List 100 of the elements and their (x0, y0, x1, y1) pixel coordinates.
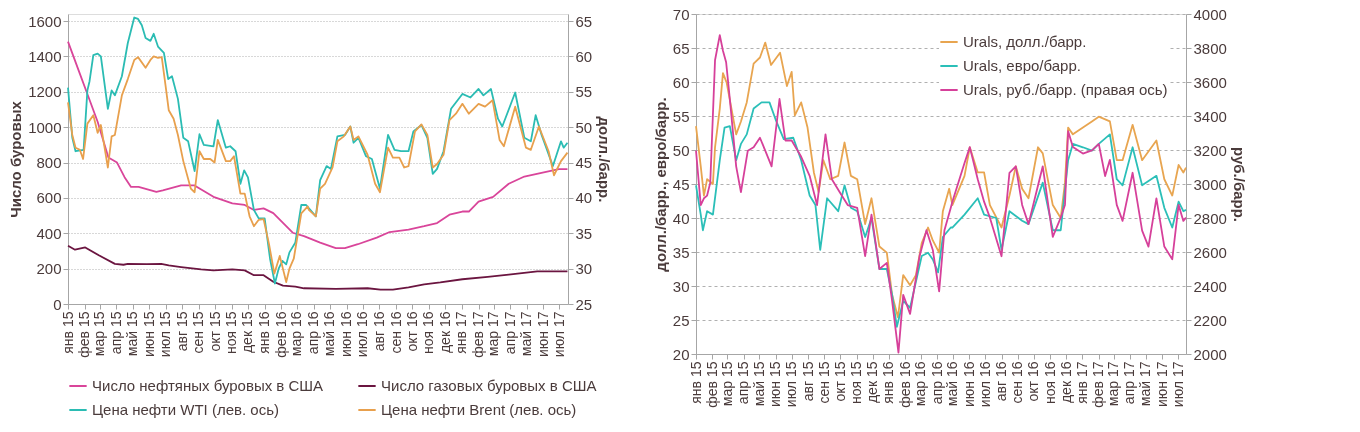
x-tick-label: апр 16 (305, 311, 322, 355)
x-tick-label: июл 17 (550, 311, 567, 358)
y2-tick-label: 60 (575, 47, 593, 65)
x-tick-label: янв 15 (687, 361, 704, 404)
x-tick-label: апр 17 (501, 311, 518, 355)
y-tick-label: 70 (672, 5, 690, 23)
y2-tick-label: 2200 (1193, 311, 1227, 329)
x-tick-label: ноя 15 (848, 361, 865, 405)
y-tick-label: 40 (672, 209, 690, 227)
x-tick-label: янв 15 (59, 311, 76, 354)
y2-axis-title: долл./барр. (596, 116, 614, 203)
legend-label: Urals, руб./барр. (правая ось) (963, 81, 1168, 98)
x-tick-label: ноя 16 (420, 311, 437, 355)
x-tick-label: май 17 (518, 311, 535, 357)
x-tick-label: апр 16 (928, 361, 945, 405)
x-tick-label: апр 15 (107, 311, 124, 355)
line-series (67, 244, 569, 291)
y-tick-label: 400 (36, 224, 62, 242)
y2-tick-label: 2800 (1193, 209, 1227, 227)
x-tick-label: фев 15 (76, 311, 93, 358)
x-tick-label: июн 17 (534, 311, 551, 358)
y2-tick-label: 50 (575, 118, 593, 136)
y-tick-label: 65 (672, 39, 690, 57)
y-tick-label: 1000 (28, 118, 62, 136)
x-tick-label: мар 17 (485, 311, 502, 357)
y-tick-label: 1400 (28, 47, 62, 65)
x-tick-label: фев 15 (703, 361, 720, 408)
x-tick-label: сен 16 (1009, 361, 1026, 404)
y2-tick-label: 3000 (1193, 175, 1227, 193)
x-tick-label: июл 15 (157, 311, 174, 358)
x-tick-label: мар 16 (912, 361, 929, 407)
x-tick-label: фев 16 (896, 361, 913, 408)
y-tick-label: 60 (672, 73, 690, 91)
x-tick-label: дек 16 (1057, 361, 1074, 404)
y-tick-label: 0 (53, 295, 62, 313)
x-tick-label: ноя 16 (1041, 361, 1058, 405)
x-tick-label: июл 17 (1169, 361, 1186, 408)
legend-label: Цена нефти Brent (лев. ось) (381, 401, 577, 418)
y-axis-title: Число буровых (7, 100, 25, 218)
x-tick-label: янв 16 (256, 311, 273, 354)
legend-label: Urals, долл./барр. (963, 33, 1087, 50)
x-tick-label: авг 16 (370, 311, 387, 352)
x-tick-label: сен 15 (190, 311, 207, 354)
x-tick-label: сен 16 (387, 311, 404, 354)
legend-label: Число нефтяных буровых в США (92, 377, 324, 394)
x-tick-label: май 15 (124, 311, 141, 357)
y2-tick-label: 2400 (1193, 277, 1227, 295)
y2-tick-label: 30 (575, 260, 593, 278)
x-tick-label: апр 17 (1121, 361, 1138, 405)
x-tick-label: июн 17 (1153, 361, 1170, 408)
y-tick-label: 20 (672, 345, 690, 363)
x-tick-label: фев 17 (470, 311, 487, 358)
x-tick-label: окт 16 (403, 311, 420, 352)
y-tick-label: 800 (36, 154, 62, 172)
x-tick-label: мар 15 (91, 311, 108, 357)
x-tick-label: июл 16 (354, 311, 371, 358)
y2-tick-label: 3400 (1193, 107, 1227, 125)
y-tick-label: 200 (36, 260, 62, 278)
y-tick-label: 50 (672, 141, 690, 159)
y-tick-label: 45 (672, 175, 690, 193)
x-tick-label: сен 15 (815, 361, 832, 404)
x-tick-label: май 16 (944, 361, 961, 407)
y2-tick-label: 4000 (1193, 5, 1227, 23)
y2-axis-title: руб./барр. (1230, 146, 1248, 223)
x-tick-label: фев 16 (272, 311, 289, 358)
x-tick-label: мар 17 (1105, 361, 1122, 407)
y2-tick-label: 55 (575, 83, 593, 101)
x-tick-label: дек 15 (239, 311, 256, 354)
x-tick-label: май 15 (750, 361, 767, 407)
x-tick-label: авг 15 (173, 311, 190, 352)
x-tick-label: дек 16 (436, 311, 453, 354)
line-series (695, 101, 1187, 328)
x-tick-label: май 17 (1137, 361, 1154, 407)
x-tick-label: янв 17 (453, 311, 470, 354)
y2-tick-label: 2600 (1193, 243, 1227, 261)
y-tick-label: 600 (36, 189, 62, 207)
x-tick-label: окт 16 (1025, 361, 1042, 402)
y2-tick-label: 65 (575, 12, 593, 30)
y2-tick-label: 2000 (1193, 345, 1227, 363)
legend-label: Число газовых буровых в США (381, 377, 597, 394)
y2-tick-label: 35 (575, 224, 593, 242)
y2-tick-label: 3800 (1193, 39, 1227, 57)
x-tick-label: авг 16 (993, 361, 1010, 402)
y-tick-label: 25 (672, 311, 690, 329)
y-axis-title: долл./барр., евро/барр. (651, 97, 669, 272)
legend-label: Цена нефти WTI (лев. ось) (92, 401, 279, 418)
line-series (67, 55, 569, 283)
x-tick-label: авг 15 (799, 361, 816, 402)
y2-tick-label: 40 (575, 189, 593, 207)
x-tick-label: июн 15 (140, 311, 157, 358)
x-tick-label: янв 17 (1073, 361, 1090, 404)
x-tick-label: янв 16 (880, 361, 897, 404)
line-series (67, 16, 569, 285)
x-tick-label: июл 15 (783, 361, 800, 408)
x-tick-label: апр 15 (735, 361, 752, 405)
x-tick-label: июн 16 (960, 361, 977, 408)
y2-tick-label: 3600 (1193, 73, 1227, 91)
y-tick-label: 30 (672, 277, 690, 295)
y2-tick-label: 3200 (1193, 141, 1227, 159)
legend-label: Urals, евро/барр. (963, 57, 1081, 74)
